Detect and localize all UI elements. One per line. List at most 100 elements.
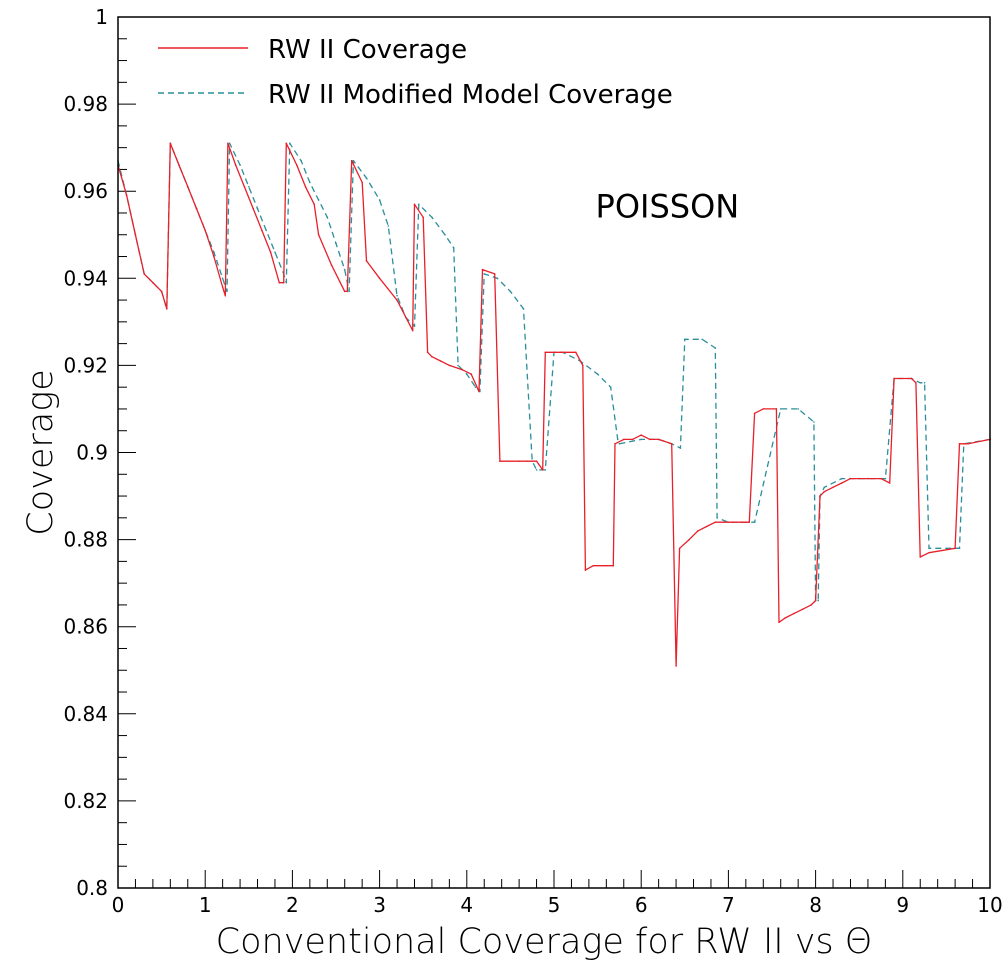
data-point	[282, 281, 285, 284]
data-point	[125, 194, 128, 197]
data-point	[265, 229, 268, 232]
data-point	[775, 408, 778, 410]
data-point	[411, 329, 414, 332]
data-point	[801, 608, 804, 611]
data-point	[688, 538, 690, 541]
data-point	[544, 469, 547, 471]
data-point	[732, 521, 734, 523]
y-tick-label: 0.9	[76, 441, 108, 465]
data-point	[248, 186, 250, 188]
data-point	[195, 207, 198, 210]
data-point	[413, 203, 416, 206]
series-line-1	[117, 142, 991, 667]
data-point	[928, 551, 930, 554]
data-point	[582, 364, 584, 367]
data-point	[396, 299, 398, 301]
data-point	[304, 186, 307, 188]
data-point	[748, 521, 751, 523]
data-point	[614, 443, 616, 445]
data-point	[640, 434, 642, 436]
data-point	[213, 251, 215, 253]
data-point	[910, 377, 913, 380]
data-point	[740, 521, 743, 523]
data-point	[678, 547, 681, 550]
data-point	[431, 355, 433, 358]
y-tick-label: 0.94	[63, 266, 108, 290]
ticks-layer	[117, 16, 991, 889]
data-point	[888, 482, 891, 484]
data-point	[841, 477, 843, 480]
x-tick-label: 1	[199, 893, 212, 917]
data-point	[439, 360, 442, 362]
data-point	[605, 564, 608, 567]
data-point	[309, 181, 311, 184]
data-point	[378, 199, 381, 201]
data-point	[418, 203, 420, 206]
data-point	[923, 382, 926, 384]
data-point	[296, 164, 298, 166]
x-tick-label: 10	[977, 893, 1002, 917]
data-point	[221, 277, 224, 280]
x-tick-label: 9	[896, 893, 909, 917]
y-tick-label: 0.96	[63, 179, 108, 203]
data-point	[496, 277, 499, 280]
data-point	[227, 142, 229, 145]
data-point	[817, 599, 819, 602]
data-point	[958, 547, 961, 550]
data-point	[474, 386, 477, 389]
data-point	[396, 294, 398, 297]
data-point	[252, 207, 254, 210]
data-point	[166, 308, 168, 310]
data-point	[152, 281, 154, 284]
x-axis-title: Conventional Coverage for RW II vs Θ	[216, 922, 873, 962]
data-point	[285, 281, 288, 284]
data-point	[243, 186, 246, 188]
data-point	[623, 438, 625, 441]
x-tick-label: 0	[112, 893, 125, 917]
legend: RW II Coverage RW II Modified Model Cover…	[158, 35, 673, 110]
data-point	[609, 386, 612, 389]
data-point	[832, 486, 834, 489]
data-point	[697, 530, 699, 532]
data-point	[422, 216, 425, 219]
data-point	[675, 665, 677, 667]
data-point	[616, 438, 619, 441]
data-point	[535, 460, 538, 463]
data-point	[426, 351, 429, 354]
data-point	[228, 142, 231, 145]
data-point	[884, 477, 887, 480]
y-tick-label: 0.86	[63, 615, 108, 639]
data-point	[797, 408, 799, 410]
x-tick-label: 4	[460, 893, 473, 917]
data-point	[365, 260, 368, 262]
data-point	[541, 469, 544, 471]
data-point	[204, 229, 206, 232]
data-point	[705, 525, 708, 528]
data-point	[343, 268, 346, 271]
data-point	[880, 477, 882, 480]
data-point	[684, 338, 686, 341]
data-point	[509, 290, 512, 293]
data-point	[544, 351, 547, 354]
y-tick-label: 1	[95, 5, 108, 29]
data-point	[239, 164, 241, 166]
x-tick-label: 2	[286, 893, 299, 917]
y-tick-label: 0.82	[63, 789, 108, 813]
data-point	[753, 521, 756, 523]
data-point	[592, 564, 594, 567]
data-point	[461, 369, 464, 371]
data-point	[561, 351, 564, 354]
annotations-layer: POISSON	[596, 187, 740, 225]
x-tick-label: 6	[635, 893, 648, 917]
data-point	[919, 556, 921, 558]
data-point	[413, 325, 416, 328]
data-point	[849, 477, 852, 480]
data-point	[452, 247, 455, 249]
data-point	[753, 412, 756, 415]
data-point	[352, 159, 355, 162]
data-point	[256, 207, 259, 210]
data-point	[522, 308, 525, 310]
tick-labels-layer: 0 1 2 3 4 5 6 7 8 9 10 0.8 0.82 0.84 0.86 0.88 0.9 0.92 0.…	[63, 5, 1002, 917]
data-point	[361, 181, 364, 184]
legend-label-2: RW II Modified Model Coverage	[268, 80, 673, 110]
